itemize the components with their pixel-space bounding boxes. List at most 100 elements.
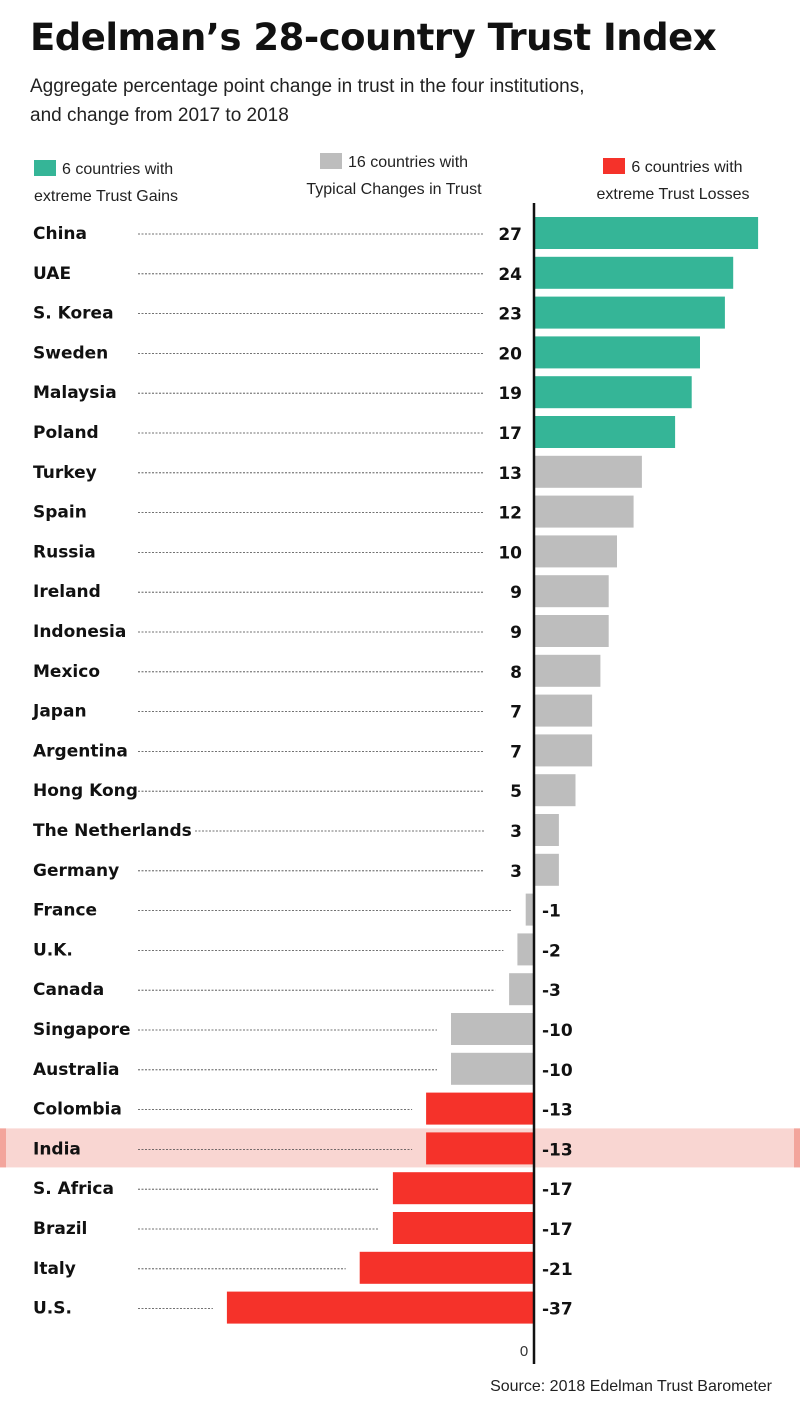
value-label-u-s: -37 [542,1300,573,1320]
value-label-mexico: 8 [510,663,522,683]
category-label-brazil: Brazil [33,1219,87,1239]
category-label-sweden: Sweden [33,343,108,363]
value-label-china: 27 [498,225,522,245]
value-label-indonesia: 9 [510,623,522,643]
legend-gain-line-1: 6 countries with [62,161,174,178]
category-label-mexico: Mexico [33,662,100,682]
category-label-germany: Germany [33,861,119,881]
category-label-hong-kong: Hong Kong [33,781,138,801]
bar-germany [534,853,559,886]
bar-japan [534,694,593,727]
bar-mexico [534,654,601,687]
category-label-uae: UAE [33,264,71,284]
bar-s-korea [534,296,725,329]
category-label-india: India [33,1139,81,1159]
value-label-turkey: 13 [498,464,522,484]
subtitle-line-2: and change from 2017 to 2018 [30,105,289,126]
bar-australia [451,1052,534,1085]
bar-indonesia [534,615,609,647]
legend-loss-line-1: 6 countries with [631,159,743,176]
legend-typical-swatch [319,153,342,169]
value-label-u-k: -2 [542,941,561,961]
category-label-china: China [33,224,87,244]
value-label-sweden: 20 [498,344,522,364]
legend-typical-line-2: Typical Changes in Trust [306,181,482,198]
value-label-italy: -21 [542,1260,573,1280]
highlight-edge-left [0,1128,6,1168]
bar-italy [359,1251,534,1284]
bar-poland [534,416,676,448]
category-label-poland: Poland [33,423,99,443]
legend-typical-line-1: 16 countries with [347,154,469,171]
chart-title: Edelman’s 28-country Trust Index [30,16,717,59]
bar-russia [534,535,617,568]
category-label-the-netherlands: The Netherlands [33,821,192,841]
bar-india [426,1132,534,1165]
legend-loss-line-2: extreme Trust Losses [596,186,750,203]
legend-gain-swatch [34,160,56,176]
subtitle-line-1: Aggregate percentage point change in tru… [30,76,585,97]
value-label-colombia: -13 [542,1101,573,1121]
bar-hong-kong [534,774,576,807]
bar-u-s [226,1291,534,1324]
value-label-canada: -3 [542,981,561,1001]
category-label-italy: Italy [33,1259,76,1279]
value-label-spain: 12 [498,504,522,524]
value-label-france: -1 [542,902,561,922]
legend-gain: 6 countries with extreme Trust Gains [34,156,178,210]
zero-tick-label: 0 [520,1343,528,1360]
legend-loss: 6 countries with extreme Trust Losses [585,154,761,208]
category-label-s-korea: S. Korea [33,304,114,324]
value-label-australia: -10 [542,1061,573,1081]
category-label-turkey: Turkey [33,463,97,483]
bar-colombia [426,1092,534,1125]
bar-argentina [534,734,593,767]
legend-gain-line-2: extreme Trust Gains [34,188,179,205]
category-label-s-africa: S. Africa [33,1179,114,1199]
category-label-singapore: Singapore [33,1020,131,1040]
category-label-russia: Russia [33,542,96,562]
bar-spain [534,495,634,528]
category-label-australia: Australia [33,1060,120,1080]
value-label-japan: 7 [510,703,522,723]
value-label-poland: 17 [498,424,522,444]
bar-sweden [534,336,700,369]
legend-loss-swatch [603,158,626,174]
source-note: Source: 2018 Edelman Trust Barometer [490,1378,772,1395]
category-label-argentina: Argentina [33,741,128,761]
bar-u-k [517,933,534,966]
category-label-indonesia: Indonesia [33,622,126,642]
category-label-japan: Japan [32,702,87,722]
chart-subtitle: Aggregate percentage point change in tru… [30,72,750,130]
bar-france [525,893,534,926]
category-label-france: France [33,901,97,921]
bar-china [534,217,759,249]
value-label-russia: 10 [498,543,522,563]
value-label-ireland: 9 [510,583,522,603]
value-label-singapore: -10 [542,1021,573,1041]
category-label-canada: Canada [33,980,104,1000]
category-label-spain: Spain [33,503,87,523]
value-label-uae: 24 [498,265,522,285]
bar-brazil [392,1212,534,1244]
bar-turkey [534,455,642,488]
value-label-germany: 3 [510,862,522,882]
bar-s-africa [392,1172,534,1205]
value-label-malaysia: 19 [498,384,522,404]
value-label-argentina: 7 [510,742,522,762]
legend-typical: 16 countries with Typical Changes in Tru… [292,149,496,203]
bar-uae [534,256,734,289]
value-label-s-korea: 23 [498,305,522,325]
value-label-s-africa: -17 [542,1180,573,1200]
bar-malaysia [534,376,692,409]
highlight-edge-right [794,1128,800,1168]
category-label-malaysia: Malaysia [33,383,117,403]
category-label-u-k: U.K. [33,940,73,960]
bar-canada [509,973,534,1006]
value-label-the-netherlands: 3 [510,822,522,842]
value-label-india: -13 [542,1140,573,1160]
value-label-brazil: -17 [542,1220,573,1240]
bar-the-netherlands [534,814,559,846]
highlight-row-india [0,1128,800,1168]
